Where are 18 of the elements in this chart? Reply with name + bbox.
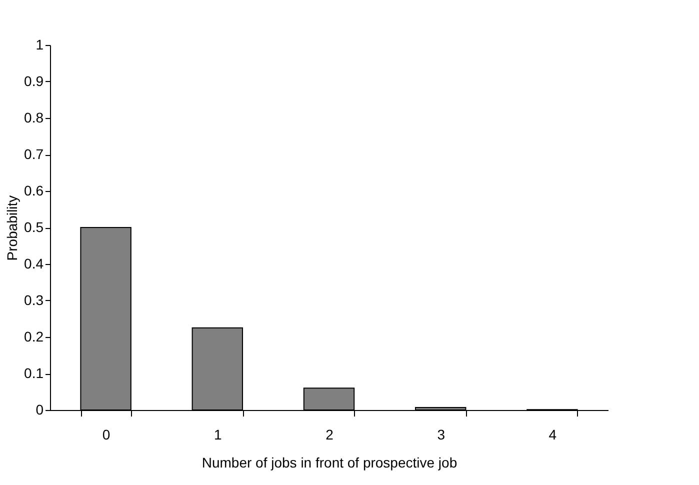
x-tick-label: 1	[214, 426, 222, 442]
y-axis-title: Probability	[4, 195, 20, 261]
x-tick-label: 0	[102, 426, 110, 442]
y-tick-label: 1	[36, 36, 44, 52]
x-tick-label: 4	[548, 426, 557, 442]
y-tick-label: 0.9	[24, 73, 44, 89]
y-tick-label: 0.7	[24, 146, 44, 162]
y-tick-label: 0.8	[24, 110, 44, 126]
y-tick-label: 0.1	[24, 365, 44, 381]
y-tick-label: 0.3	[24, 292, 44, 308]
y-tick-label: 0.6	[24, 182, 44, 198]
x-tick-label: 2	[326, 426, 334, 442]
x-tick-label: 3	[437, 426, 446, 442]
y-tick-label: 0.2	[24, 328, 44, 344]
x-axis-title: Number of jobs in front of prospective job	[202, 454, 458, 470]
y-tick-label: 0.5	[24, 219, 44, 235]
y-tick-label: 0	[36, 402, 44, 418]
y-tick-label: 0.4	[24, 256, 44, 272]
